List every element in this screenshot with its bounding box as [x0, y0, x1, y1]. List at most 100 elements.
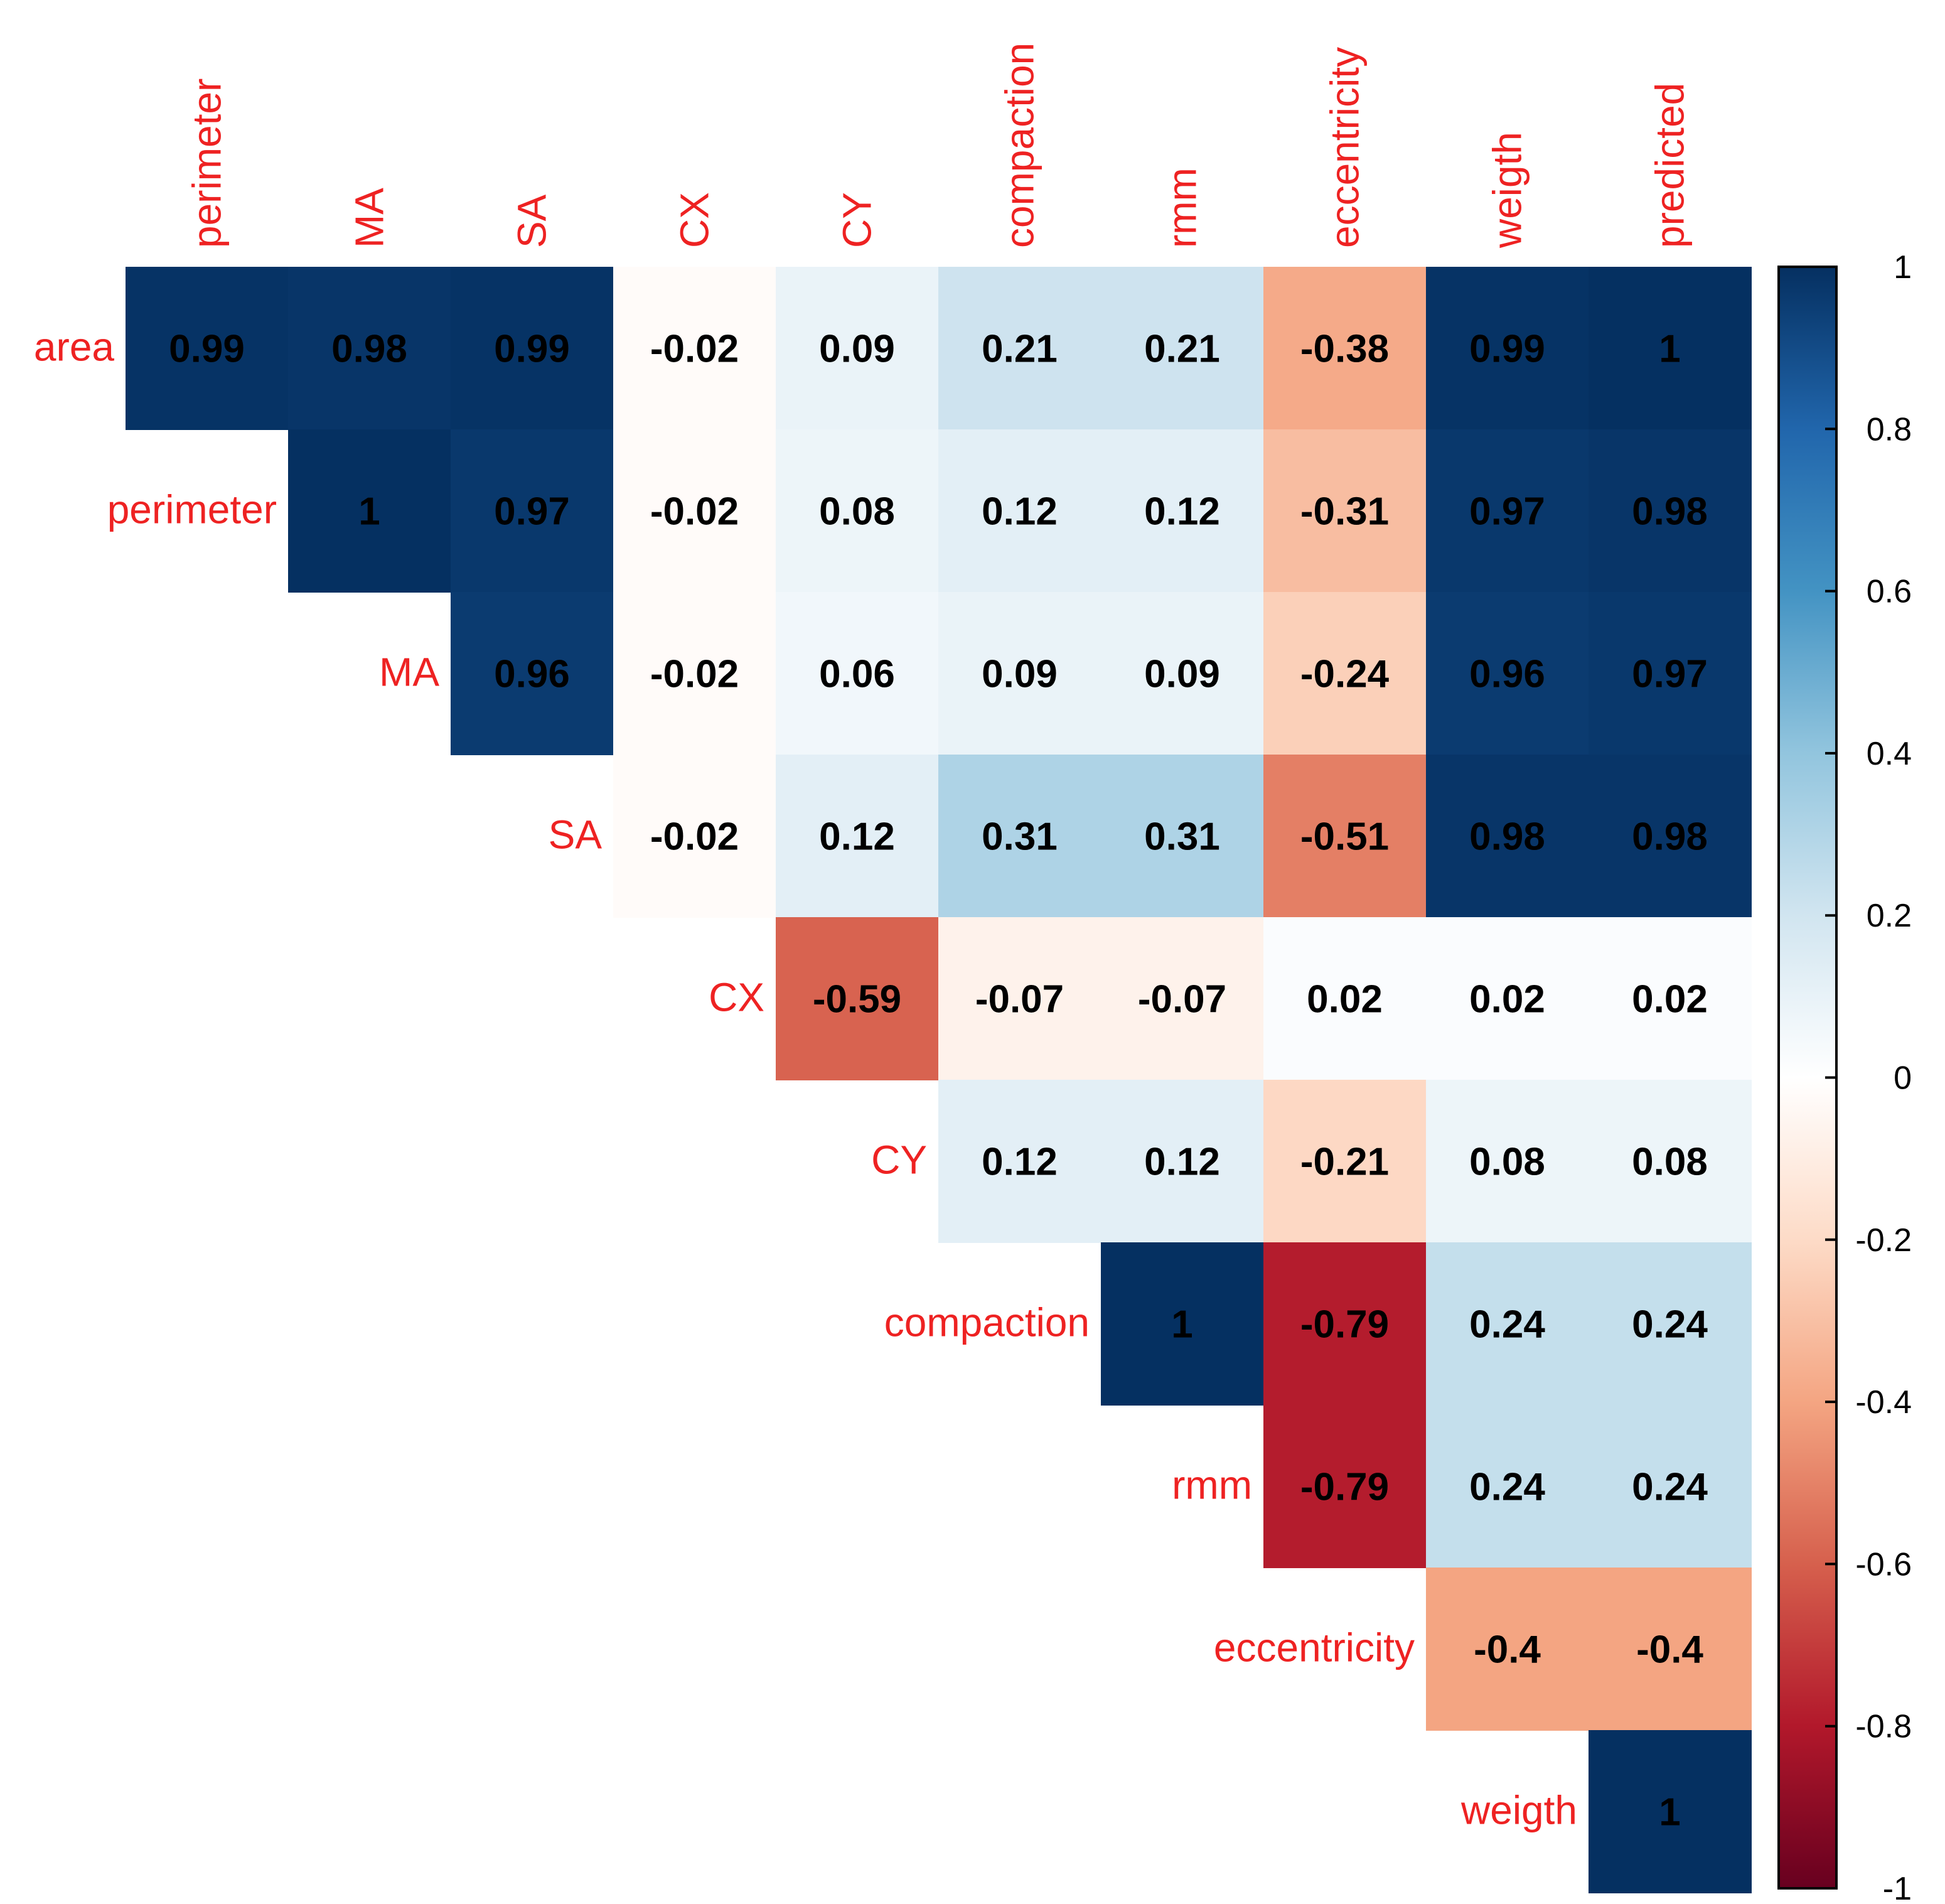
heatmap-cell	[776, 267, 939, 430]
heatmap-cell	[1589, 429, 1752, 593]
cell-value-label: 0.02	[1469, 978, 1545, 1021]
cell-value-label: 0.97	[1469, 490, 1545, 534]
colorbar-tick-label: -0.8	[1855, 1709, 1912, 1745]
heatmap-cell	[938, 917, 1101, 1080]
column-label: eccentricity	[1322, 47, 1368, 248]
heatmap-cell	[938, 1080, 1101, 1243]
cell-value-label: 0.24	[1632, 1466, 1708, 1509]
column-label: compaction	[997, 43, 1042, 248]
cell-value-label: -0.59	[813, 978, 901, 1021]
cell-value-label: 0.09	[1144, 653, 1220, 696]
cell-value-label: 0.98	[1632, 815, 1708, 859]
heatmap-cell	[1589, 1080, 1752, 1243]
cell-value-label: 0.12	[1144, 490, 1220, 534]
column-label: CX	[672, 192, 717, 248]
heatmap-cell	[1426, 267, 1589, 430]
cell-value-label: -0.51	[1300, 815, 1389, 859]
cell-value-label: 0.21	[982, 328, 1058, 371]
cell-value-label: 0.99	[169, 328, 245, 371]
heatmap-cell	[1263, 1242, 1427, 1406]
cell-value-label: 1	[1659, 1791, 1680, 1834]
column-label: perimeter	[185, 78, 230, 248]
cell-value-label: 0.97	[1632, 653, 1708, 696]
cell-value-label: 0.02	[1307, 978, 1383, 1021]
cell-value-label: 0.09	[819, 328, 895, 371]
heatmap-cell	[776, 429, 939, 593]
heatmap-cell	[776, 917, 939, 1080]
row-label: perimeter	[107, 487, 277, 532]
cell-value-label: -0.4	[1636, 1628, 1703, 1672]
heatmap-cell	[1101, 1080, 1264, 1243]
heatmap-cell	[1263, 429, 1427, 593]
cell-value-label: 0.97	[494, 490, 570, 534]
cell-value-label: -0.4	[1474, 1628, 1541, 1672]
cell-value-label: 0.06	[819, 653, 895, 696]
colorbar-tick-label: 0.4	[1867, 736, 1912, 772]
cell-value-label: 0.09	[982, 653, 1058, 696]
cell-value-label: -0.21	[1300, 1141, 1389, 1184]
heatmap-cell	[1589, 917, 1752, 1080]
cell-value-label: -0.02	[650, 653, 739, 696]
cell-value-label: -0.79	[1300, 1303, 1389, 1347]
heatmap-cell	[1589, 1242, 1752, 1406]
heatmap-cell	[1101, 1242, 1264, 1406]
colorbar-tick-label: 1	[1894, 249, 1912, 286]
heatmap-cell	[451, 592, 614, 755]
cell-value-label: 0.98	[331, 328, 407, 371]
column-label: predicted	[1648, 83, 1693, 248]
cell-value-label: 0.24	[1469, 1303, 1545, 1347]
colorbar-tick-label: -0.2	[1855, 1222, 1912, 1259]
cell-value-label: 0.96	[1469, 653, 1545, 696]
cell-value-label: 0.98	[1632, 490, 1708, 534]
column-label: MA	[347, 188, 392, 248]
heatmap-cell	[126, 267, 289, 430]
heatmap-cell	[1426, 1568, 1589, 1731]
row-label: eccentricity	[1214, 1625, 1415, 1670]
cell-value-label: 0.02	[1632, 978, 1708, 1021]
heatmap-cell	[613, 429, 776, 593]
heatmap-cell	[1263, 917, 1427, 1080]
colorbar-tick-label: 0.8	[1867, 411, 1912, 448]
row-labels: area perimeter MA SA CX CY compaction rmm eccent…	[34, 325, 1577, 1833]
heatmap-cell	[1426, 917, 1589, 1080]
colorbar-tick-label: -0.4	[1855, 1384, 1912, 1421]
heatmap-cell	[1426, 755, 1589, 918]
cell-value-label: -0.02	[650, 490, 739, 534]
cell-value-label: -0.02	[650, 815, 739, 859]
cell-value-label: 0.12	[982, 490, 1058, 534]
heatmap-cell	[1263, 1405, 1427, 1568]
cell-value-label: -0.79	[1300, 1466, 1389, 1509]
heatmap-cell	[1101, 755, 1264, 918]
heatmap-cell	[938, 267, 1101, 430]
cell-value-label: 0.08	[1632, 1141, 1708, 1184]
cell-value-label: 0.99	[1469, 328, 1545, 371]
heatmap-cells	[126, 267, 1752, 1893]
colorbar-tick-label: 0.2	[1867, 898, 1912, 934]
column-labels: perimeter MA SA CX CY compaction rmm eccentrici…	[185, 43, 1693, 249]
cell-value-label: 1	[1171, 1303, 1192, 1347]
cell-value-label: 1	[358, 490, 380, 534]
heatmap-cell	[1101, 592, 1264, 755]
column-label: weigth	[1485, 132, 1530, 249]
colorbar: 1 0.8 0.6 0.4 0.2 0 -0.2 -0.4 -0.6 -0.8 -1	[1777, 249, 1912, 1904]
heatmap-cell	[776, 592, 939, 755]
heatmap-cell	[1426, 1242, 1589, 1406]
heatmap-cell	[451, 267, 614, 430]
cell-value-label: -0.38	[1300, 328, 1389, 371]
heatmap-cell	[1101, 429, 1264, 593]
cell-value-label: -0.02	[650, 328, 739, 371]
column-label: SA	[510, 194, 555, 248]
cell-value-label: 0.12	[819, 815, 895, 859]
column-label: rmm	[1160, 168, 1205, 248]
cell-value-label: 1	[1659, 328, 1680, 371]
heatmap-cell	[938, 429, 1101, 593]
cell-value-label: -0.31	[1300, 490, 1389, 534]
cell-value-label: 0.12	[982, 1141, 1058, 1184]
row-label: SA	[549, 812, 603, 858]
heatmap-cell	[451, 429, 614, 593]
heatmap-cell	[613, 267, 776, 430]
cell-value-label: -0.07	[975, 978, 1064, 1021]
cell-value-label: 0.21	[1144, 328, 1220, 371]
heatmap-cell	[1589, 267, 1752, 430]
